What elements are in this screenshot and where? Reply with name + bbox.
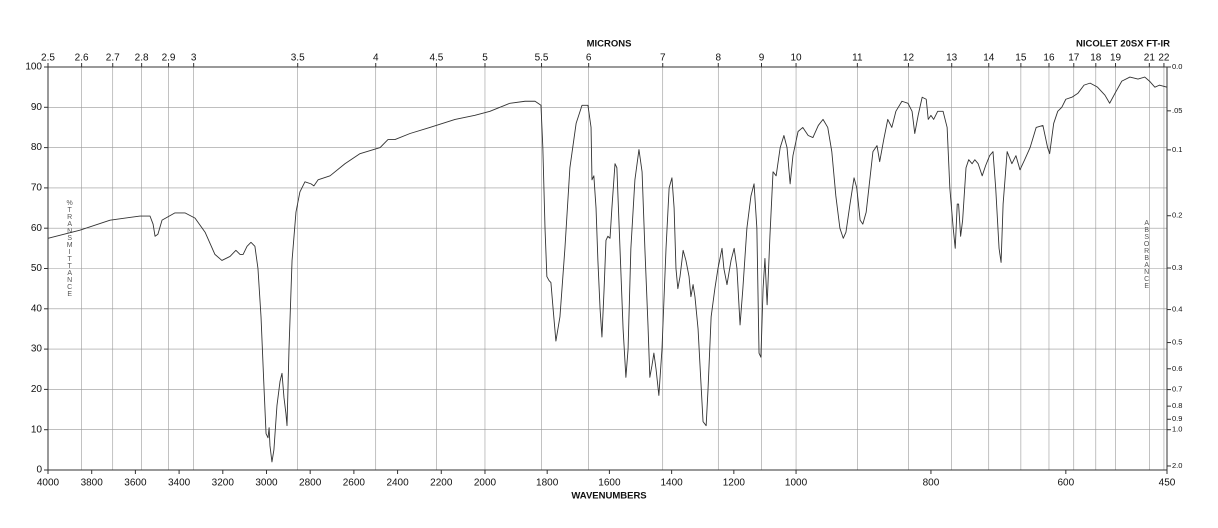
y2-tick-label: 0.4 bbox=[1172, 305, 1182, 314]
x2-tick-label: 2.8 bbox=[135, 53, 149, 64]
x-tick-label: 800 bbox=[923, 478, 940, 489]
x-tick-label: 1400 bbox=[660, 478, 683, 489]
x2-tick-label: 16 bbox=[1043, 53, 1055, 64]
y2-tick-label: 0.5 bbox=[1172, 338, 1182, 347]
x2-tick-label: 12 bbox=[903, 53, 915, 64]
y-tick-label: 90 bbox=[31, 102, 43, 113]
y-tick-label: 0 bbox=[36, 465, 42, 476]
y-tick-label: 10 bbox=[31, 424, 43, 435]
x-tick-label: 4000 bbox=[37, 478, 60, 489]
x2-tick-label: 10 bbox=[790, 53, 802, 64]
spectrum-line bbox=[47, 76, 1168, 463]
x2-tick-label: 8 bbox=[715, 53, 721, 64]
x2-tick-label: 9 bbox=[759, 53, 765, 64]
x-tick-label: 3800 bbox=[81, 478, 104, 489]
x2-tick-label: 18 bbox=[1090, 53, 1102, 64]
x-tick-label: 1600 bbox=[598, 478, 621, 489]
y2-tick-label: .05 bbox=[1172, 106, 1182, 115]
y-tick-label: 40 bbox=[31, 303, 43, 314]
y-tick-label: 50 bbox=[31, 263, 43, 274]
x-tick-label: 2000 bbox=[474, 478, 497, 489]
x-axis-title: WAVENUMBERS bbox=[571, 491, 646, 502]
y2-tick-label: 0.3 bbox=[1172, 263, 1182, 272]
y2-tick-label: 0.6 bbox=[1172, 364, 1182, 373]
x-tick-label: 1000 bbox=[785, 478, 808, 489]
x2-tick-label: 11 bbox=[852, 53, 863, 64]
y2-tick-label: 0.9 bbox=[1172, 414, 1182, 423]
x2-tick-label: 22 bbox=[1158, 53, 1170, 64]
y-tick-label: 20 bbox=[31, 384, 43, 395]
x-tick-label: 450 bbox=[1159, 478, 1176, 489]
y2-tick-label: 0.8 bbox=[1172, 401, 1182, 410]
x-tick-label: 2200 bbox=[430, 478, 453, 489]
x2-tick-label: 6 bbox=[586, 53, 592, 64]
x2-axis-title: MICRONS bbox=[587, 39, 632, 50]
x2-tick-label: 2.5 bbox=[41, 53, 55, 64]
y2-axis-title: ABSORBANCE bbox=[1143, 220, 1150, 290]
x2-tick-label: 3.5 bbox=[291, 53, 305, 64]
x2-tick-label: 5.5 bbox=[535, 53, 549, 64]
y-tick-label: 80 bbox=[31, 142, 43, 153]
x-tick-label: 1200 bbox=[723, 478, 746, 489]
x2-tick-label: 2.6 bbox=[75, 53, 89, 64]
x-tick-label: 3400 bbox=[168, 478, 191, 489]
x-tick-label: 2600 bbox=[343, 478, 366, 489]
x-tick-label: 2800 bbox=[299, 478, 322, 489]
plot-frame bbox=[47, 66, 1168, 471]
y-tick-label: 30 bbox=[31, 344, 43, 355]
x2-tick-label: 19 bbox=[1110, 53, 1122, 64]
x2-tick-label: 21 bbox=[1144, 53, 1156, 64]
x-tick-label: 3000 bbox=[255, 478, 278, 489]
x2-tick-label: 2.7 bbox=[106, 53, 120, 64]
x-tick-label: 2400 bbox=[386, 478, 409, 489]
y2-tick-label: 0.2 bbox=[1172, 211, 1182, 220]
y-tick-label: 100 bbox=[25, 62, 42, 73]
x-tick-label: 1800 bbox=[536, 478, 559, 489]
x2-tick-label: 5 bbox=[482, 53, 488, 64]
x-tick-label: 3600 bbox=[124, 478, 147, 489]
y-axis-title: %TRANSMITTANCE bbox=[66, 200, 73, 298]
x2-tick-label: 17 bbox=[1068, 53, 1080, 64]
y-tick-label: 70 bbox=[31, 183, 43, 194]
y2-tick-label: 2.0 bbox=[1172, 461, 1182, 470]
x2-tick-label: 14 bbox=[983, 53, 995, 64]
y2-tick-label: 0.0 bbox=[1172, 62, 1182, 71]
x2-tick-label: 15 bbox=[1015, 53, 1027, 64]
x2-tick-label: 7 bbox=[660, 53, 666, 64]
x2-tick-label: 13 bbox=[946, 53, 958, 64]
x-tick-label: 600 bbox=[1057, 478, 1074, 489]
y2-tick-label: 0.1 bbox=[1172, 145, 1182, 154]
x2-tick-label: 3 bbox=[191, 53, 197, 64]
x-tick-label: 3200 bbox=[212, 478, 235, 489]
annotation: NICOLET 20SX FT-IR bbox=[1076, 39, 1170, 50]
y2-tick-label: 0.7 bbox=[1172, 385, 1182, 394]
x2-tick-label: 2.9 bbox=[162, 53, 176, 64]
x2-tick-label: 4 bbox=[373, 53, 379, 64]
y2-tick-label: 1.0 bbox=[1172, 425, 1182, 434]
x2-tick-label: 4.5 bbox=[429, 53, 443, 64]
y-tick-label: 60 bbox=[31, 223, 43, 234]
